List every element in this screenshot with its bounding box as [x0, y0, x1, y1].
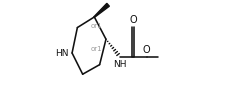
- Text: O: O: [142, 45, 150, 55]
- Text: or1: or1: [90, 23, 102, 29]
- Text: NH: NH: [112, 60, 126, 69]
- Text: or1: or1: [90, 46, 102, 52]
- Text: HN: HN: [55, 49, 69, 57]
- Polygon shape: [94, 3, 109, 17]
- Text: O: O: [129, 15, 136, 25]
